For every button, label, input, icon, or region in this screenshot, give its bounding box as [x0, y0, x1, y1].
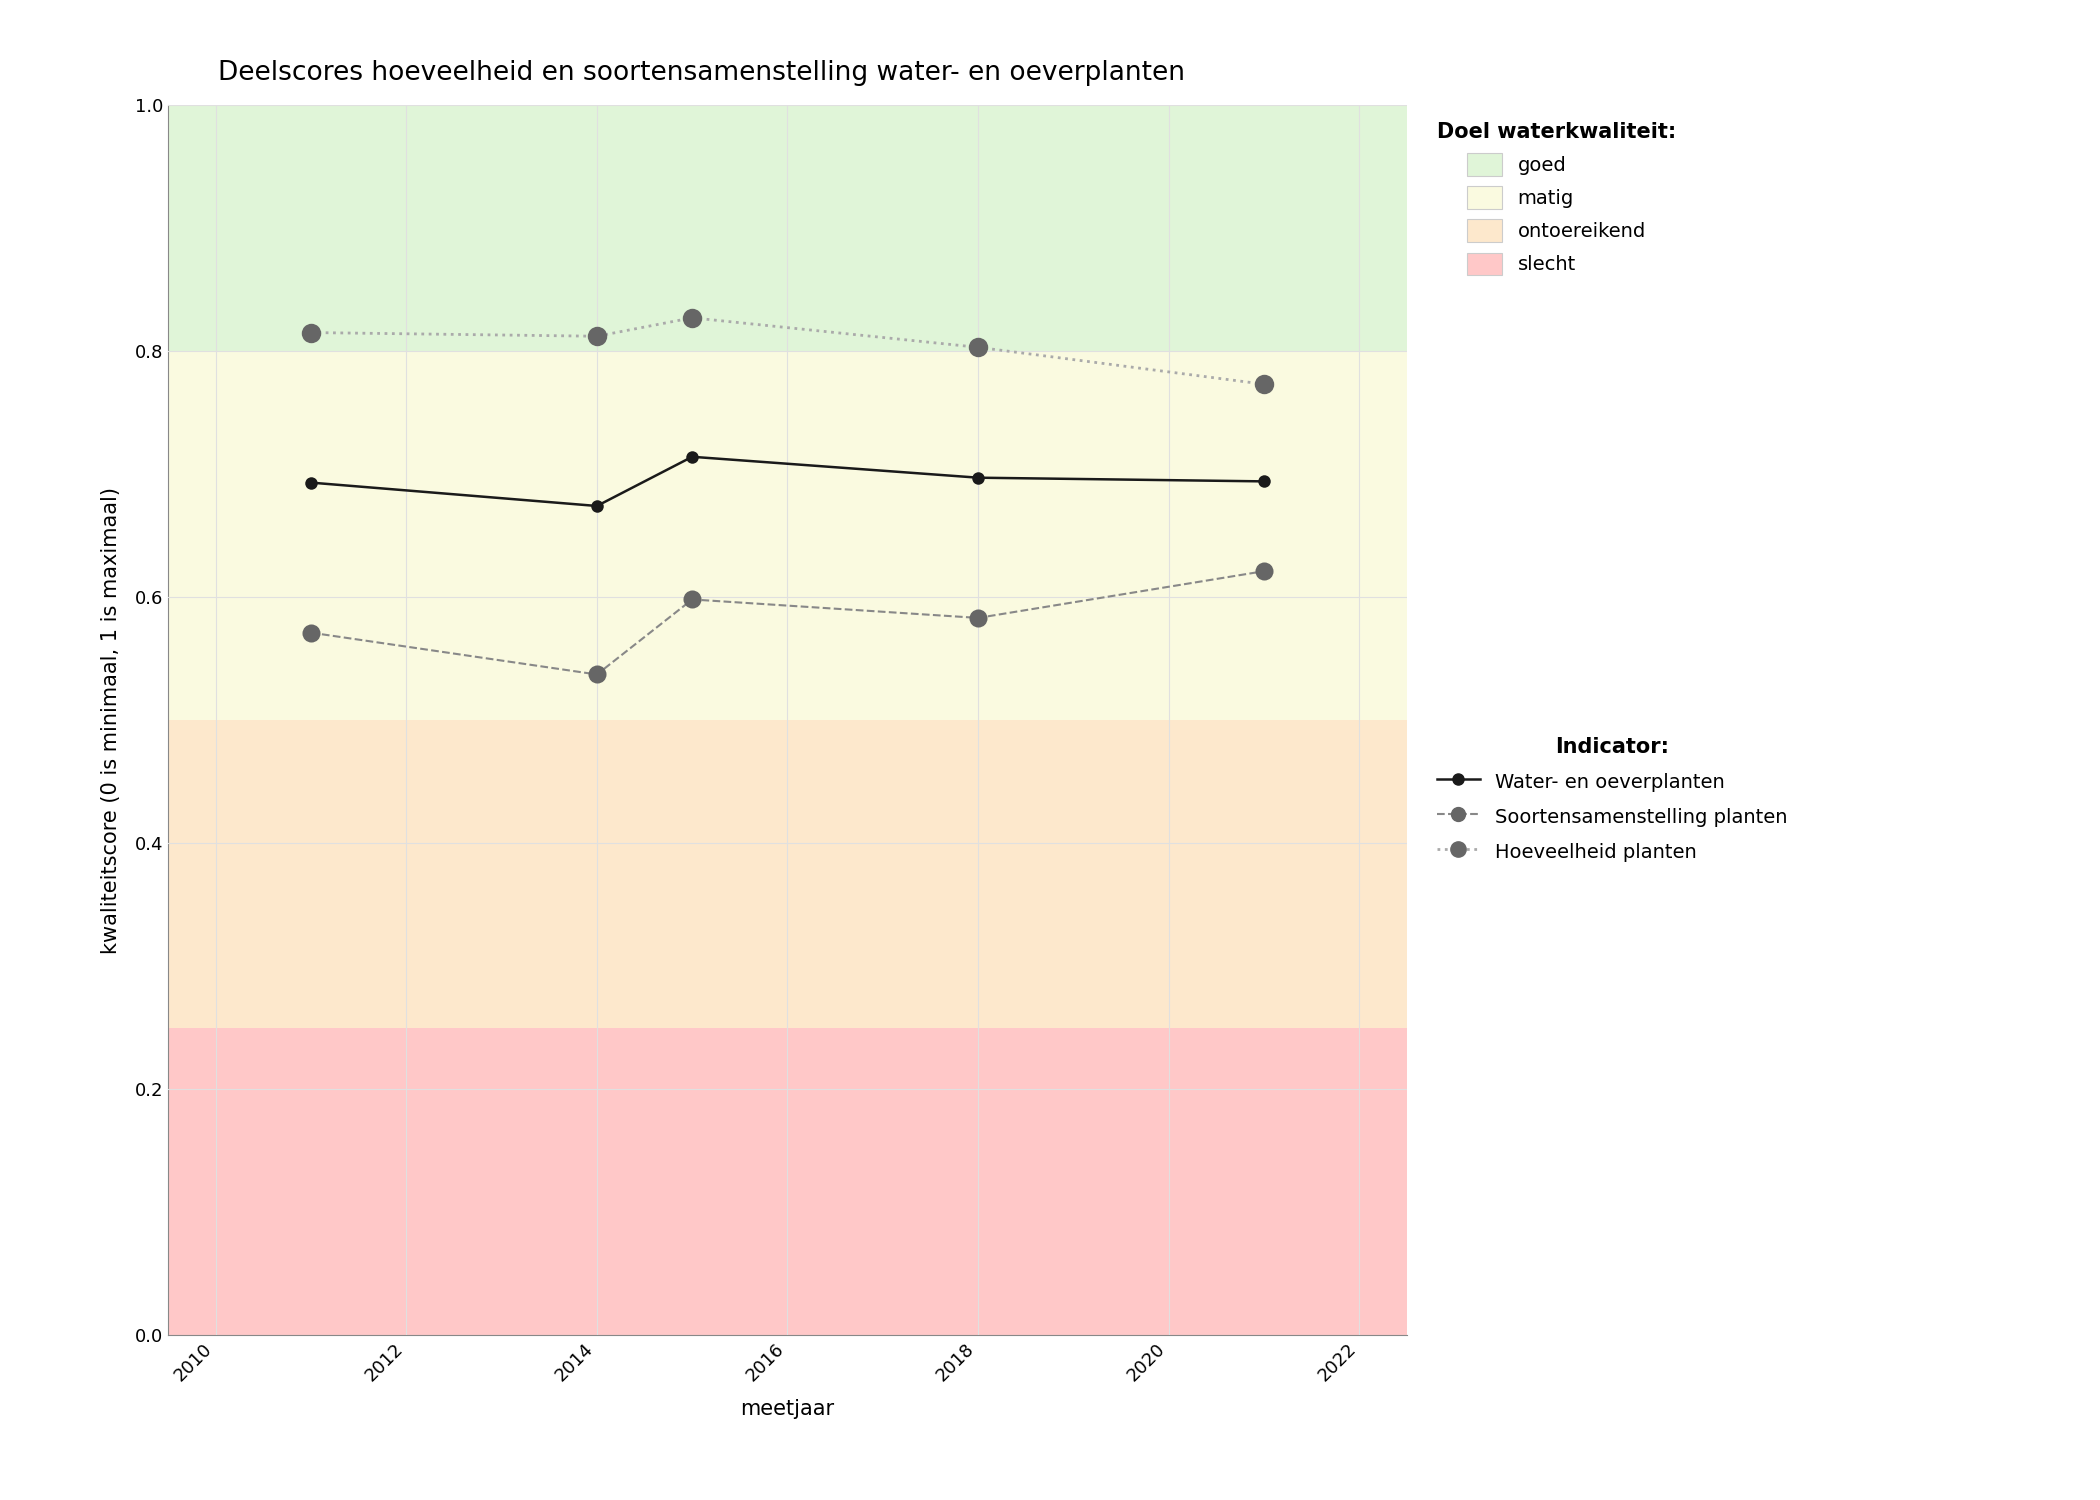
Bar [168, 105, 1407, 351]
X-axis label: meetjaar: meetjaar [741, 1400, 834, 1419]
Bar [168, 351, 1407, 720]
Legend: Water- en oeverplanten, Soortensamenstelling planten, Hoeveelheid planten: Water- en oeverplanten, Soortensamenstel… [1430, 729, 1796, 870]
Y-axis label: kwaliteitscore (0 is minimaal, 1 is maximaal): kwaliteitscore (0 is minimaal, 1 is maxi… [101, 486, 122, 954]
Text: Deelscores hoeveelheid en soortensamenstelling water- en oeverplanten: Deelscores hoeveelheid en soortensamenst… [218, 60, 1184, 86]
Bar [168, 1028, 1407, 1335]
Bar [168, 720, 1407, 1028]
